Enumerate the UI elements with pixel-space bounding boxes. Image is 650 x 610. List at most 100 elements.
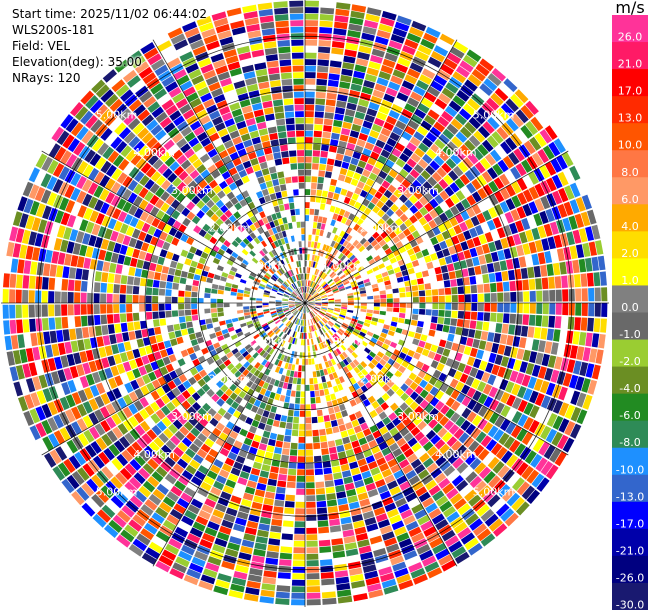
velocity-gate bbox=[475, 431, 487, 444]
velocity-gate bbox=[345, 285, 352, 290]
velocity-gate bbox=[417, 44, 432, 56]
velocity-gate bbox=[166, 491, 179, 503]
velocity-gate bbox=[271, 519, 283, 527]
velocity-gate bbox=[314, 209, 320, 216]
velocity-gate bbox=[322, 131, 331, 139]
velocity-gate bbox=[529, 390, 539, 404]
velocity-gate bbox=[505, 137, 518, 151]
velocity-gate bbox=[22, 304, 29, 318]
velocity-gate bbox=[155, 210, 165, 220]
velocity-gate bbox=[312, 150, 321, 157]
velocity-gate bbox=[292, 377, 298, 384]
velocity-gate bbox=[387, 269, 395, 276]
velocity-gate bbox=[295, 304, 302, 307]
velocity-gate bbox=[228, 501, 240, 511]
velocity-gate bbox=[16, 274, 23, 289]
velocity-gate bbox=[442, 248, 451, 257]
velocity-gate bbox=[297, 371, 302, 378]
velocity-gate bbox=[256, 305, 263, 309]
velocity-gate bbox=[288, 286, 293, 292]
velocity-gate bbox=[494, 239, 503, 251]
velocity-gate bbox=[320, 281, 326, 287]
velocity-gate bbox=[186, 115, 198, 126]
velocity-gate bbox=[408, 194, 418, 204]
colorbar-title: m/s bbox=[615, 0, 645, 17]
velocity-gate bbox=[288, 336, 292, 343]
velocity-gate bbox=[23, 260, 32, 274]
velocity-gate bbox=[157, 163, 169, 175]
velocity-gate bbox=[323, 388, 330, 396]
velocity-gate bbox=[135, 219, 145, 230]
velocity-gate bbox=[240, 322, 247, 328]
velocity-gate bbox=[243, 361, 251, 369]
velocity-gate bbox=[311, 311, 316, 317]
velocity-gate bbox=[449, 216, 459, 227]
velocity-gate bbox=[191, 285, 199, 292]
velocity-gate bbox=[306, 293, 309, 300]
velocity-gate bbox=[410, 319, 418, 326]
velocity-gate bbox=[448, 170, 459, 181]
velocity-gate bbox=[427, 176, 438, 187]
velocity-gate bbox=[248, 396, 256, 405]
velocity-gate bbox=[365, 13, 380, 23]
velocity-gate bbox=[580, 317, 588, 331]
velocity-gate bbox=[278, 313, 285, 318]
velocity-gate bbox=[154, 272, 161, 280]
velocity-gate bbox=[301, 273, 304, 280]
velocity-gate bbox=[18, 396, 29, 412]
velocity-gate bbox=[180, 249, 189, 258]
velocity-gate bbox=[415, 271, 423, 279]
velocity-gate bbox=[202, 374, 211, 383]
velocity-gate bbox=[191, 291, 198, 298]
velocity-gate bbox=[263, 174, 272, 182]
velocity-gate bbox=[313, 130, 322, 138]
velocity-gate bbox=[311, 182, 317, 190]
velocity-gate bbox=[192, 344, 201, 352]
velocity-gate bbox=[523, 303, 530, 314]
velocity-gate bbox=[488, 207, 498, 219]
velocity-gate bbox=[53, 430, 66, 445]
velocity-gate bbox=[242, 369, 250, 377]
velocity-gate bbox=[341, 265, 348, 272]
velocity-gate bbox=[235, 362, 243, 370]
velocity-gate bbox=[325, 245, 330, 252]
velocity-gate bbox=[480, 331, 489, 341]
velocity-gate bbox=[457, 527, 472, 540]
velocity-gate bbox=[358, 283, 365, 289]
velocity-gate bbox=[343, 210, 351, 219]
velocity-gate bbox=[216, 475, 227, 485]
velocity-gate bbox=[217, 303, 224, 308]
velocity-gate bbox=[328, 185, 336, 193]
velocity-gate bbox=[371, 500, 384, 510]
velocity-gate bbox=[469, 320, 477, 329]
velocity-gate bbox=[73, 141, 86, 156]
velocity-gate bbox=[176, 262, 184, 270]
velocity-gate bbox=[445, 386, 455, 396]
velocity-gate bbox=[322, 317, 328, 323]
velocity-gate bbox=[343, 535, 356, 544]
velocity-gate bbox=[339, 230, 346, 238]
velocity-gate bbox=[345, 316, 352, 321]
velocity-gate bbox=[160, 202, 170, 213]
velocity-gate bbox=[240, 133, 251, 142]
velocity-gate bbox=[289, 305, 295, 308]
velocity-gate bbox=[497, 484, 511, 498]
velocity-gate bbox=[133, 183, 144, 195]
velocity-gate bbox=[106, 293, 113, 303]
velocity-gate bbox=[283, 273, 289, 279]
velocity-gate bbox=[262, 334, 269, 341]
velocity-gate bbox=[395, 497, 407, 508]
velocity-gate bbox=[289, 305, 295, 309]
velocity-gate bbox=[35, 153, 48, 169]
velocity-gate bbox=[152, 295, 159, 303]
velocity-gate bbox=[343, 476, 353, 485]
velocity-gate bbox=[438, 372, 447, 382]
velocity-gate bbox=[351, 342, 359, 349]
velocity-gate bbox=[170, 199, 181, 209]
velocity-gate bbox=[280, 144, 288, 152]
velocity-gate bbox=[119, 352, 129, 363]
velocity-gate bbox=[443, 448, 455, 460]
velocity-gate bbox=[183, 574, 199, 586]
velocity-gate bbox=[490, 282, 497, 293]
velocity-gate bbox=[491, 364, 500, 376]
